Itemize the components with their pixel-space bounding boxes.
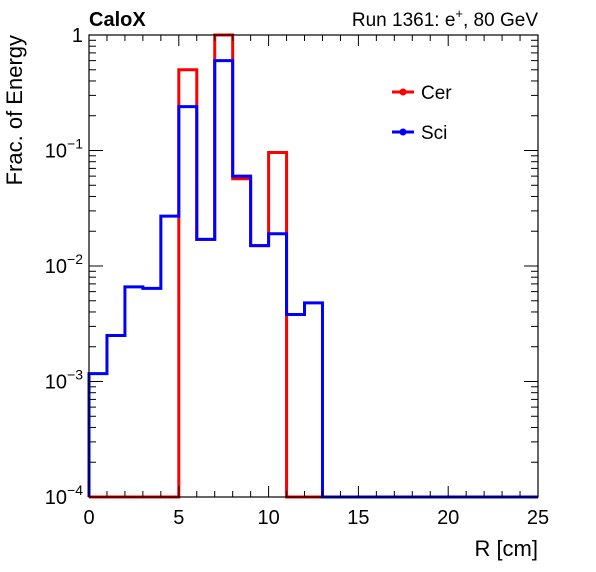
legend-sci-marker <box>399 128 407 136</box>
x-axis-title: R [cm] <box>474 536 538 561</box>
run-info-superscript: + <box>455 6 463 21</box>
x-tick-label: 10 <box>257 507 279 529</box>
y-tick-label: 10−3 <box>45 367 83 394</box>
legend-cer-marker <box>399 88 407 96</box>
y-axis-ticks: 10−4 10−3 10−2 10−1 1 <box>45 25 538 509</box>
x-axis-ticks: 0 5 10 15 20 25 <box>83 35 549 529</box>
y-tick-label: 10−1 <box>45 136 83 163</box>
plot-area: 0 5 10 15 20 25 10−4 10−3 10−2 10−1 1 <box>45 25 549 529</box>
run-info-suffix: , 80 GeV <box>463 10 538 31</box>
plot-frame <box>88 34 539 498</box>
legend: Cer Sci <box>392 83 452 144</box>
x-tick-label: 0 <box>83 507 94 529</box>
y-tick-label: 10−4 <box>45 482 83 509</box>
x-tick-label: 5 <box>173 507 184 529</box>
experiment-label: CaloX <box>89 9 146 31</box>
y-axis-title: Frac. of Energy <box>2 35 27 185</box>
run-info-label: Run 1361: e+, 80 GeV <box>352 6 538 31</box>
x-tick-label: 20 <box>437 507 459 529</box>
run-info-prefix: Run 1361: e <box>352 10 456 31</box>
series-sci-line <box>87 59 538 499</box>
y-tick-label: 10−2 <box>45 251 83 278</box>
x-tick-label: 25 <box>527 507 549 529</box>
series-layer <box>87 33 538 499</box>
legend-cer-label: Cer <box>421 83 452 104</box>
legend-sci-label: Sci <box>421 123 447 144</box>
y-tick-label: 1 <box>72 25 83 47</box>
series-cer-line <box>89 33 538 499</box>
x-tick-label: 15 <box>347 507 369 529</box>
